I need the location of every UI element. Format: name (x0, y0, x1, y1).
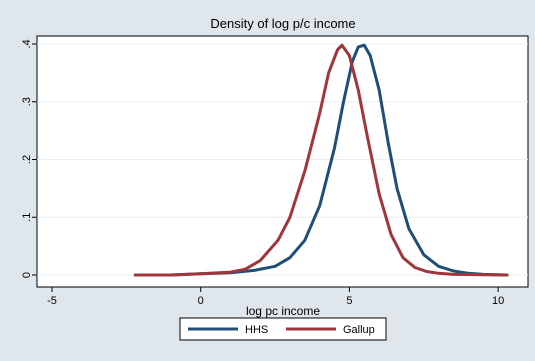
series-line-hhs (133, 43, 509, 277)
y-tick-label: .1 (21, 213, 33, 222)
legend-label-hhs: HHS (245, 324, 268, 336)
x-axis-title: log pc income (246, 304, 320, 318)
x-tick-label: 5 (346, 295, 352, 307)
x-tick-label: -5 (47, 295, 57, 307)
y-tick-label: 0 (21, 272, 33, 278)
legend-label-gallup: Gallup (343, 324, 375, 336)
plot-area (36, 35, 529, 288)
chart-title: Density of log p/c income (210, 16, 355, 31)
legend: HHS Gallup (179, 317, 387, 341)
y-tick-label: .3 (21, 97, 33, 106)
series-lines (133, 43, 509, 277)
axes: 0 .1 .2 .3 .4 -5 0 5 10 (21, 39, 504, 307)
legend-box (179, 317, 387, 341)
x-tick-label: 0 (198, 295, 204, 307)
x-tick-label: 10 (492, 295, 504, 307)
y-tick-label: .4 (21, 39, 33, 48)
series-line-gallup (133, 43, 509, 277)
y-tick-label: .2 (21, 155, 33, 164)
